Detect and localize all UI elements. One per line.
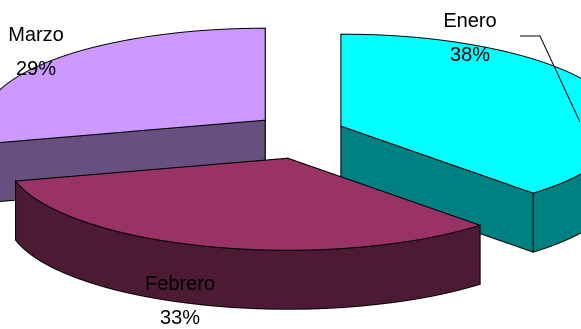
slice-febrero xyxy=(14,157,482,310)
slice-febrero-top xyxy=(14,157,482,251)
slice-enero xyxy=(340,33,581,253)
label-marzo-percent: 29% xyxy=(16,58,56,80)
slice-enero-top xyxy=(340,33,581,194)
label-febrero-name: Febrero xyxy=(145,273,215,295)
pie-slices xyxy=(0,27,581,310)
slice-marzo-top xyxy=(0,27,266,143)
label-enero-name: Enero xyxy=(443,10,496,32)
enero-leader-line xyxy=(520,35,581,123)
label-marzo-name: Marzo xyxy=(8,24,64,46)
slice-enero-side-0 xyxy=(532,173,581,253)
label-febrero-percent: 33% xyxy=(160,307,200,329)
pie-labels: Enero 38% Febrero 33% Marzo 29% xyxy=(8,10,496,329)
label-enero-percent: 38% xyxy=(450,44,490,66)
